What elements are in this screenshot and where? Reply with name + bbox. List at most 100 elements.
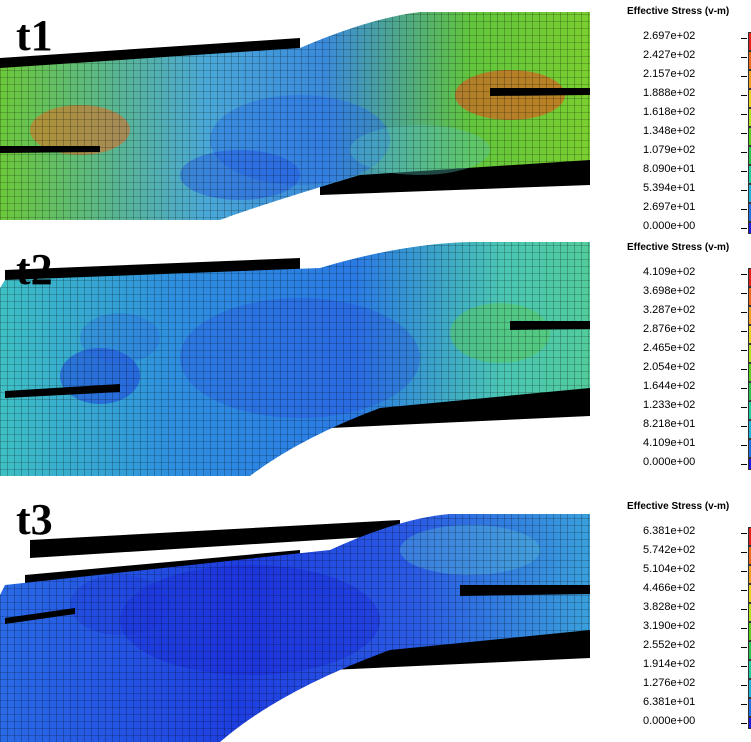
- legend-swatch: [748, 344, 751, 363]
- legend-value: 1.276e+02: [643, 673, 695, 692]
- mesh-grid: [0, 12, 590, 220]
- legend-tick: [741, 38, 747, 39]
- legend-tick: [741, 171, 747, 172]
- legend-swatch: [748, 420, 751, 439]
- legend-value: 2.054e+02: [643, 357, 695, 376]
- fem-mesh-t1: [0, 12, 590, 220]
- legend-value: 1.914e+02: [643, 654, 695, 673]
- legend-value-text: 6.381e+01: [643, 696, 696, 708]
- legend-value: 1.888e+02: [643, 83, 695, 102]
- legend-value-text: 5.104e+02: [643, 563, 696, 575]
- legend-swatch: [748, 527, 751, 546]
- legend-value-text: 2.054e+02: [643, 361, 696, 373]
- legend-value-text: 2.697e+02: [643, 30, 696, 42]
- legend-value-text: 4.109e+02: [643, 266, 696, 278]
- legend-value-text: 8.218e+01: [643, 418, 696, 430]
- legend-swatch: [748, 146, 751, 165]
- legend-tick: [741, 76, 747, 77]
- legend-value: 6.381e+01: [643, 692, 695, 711]
- legend-value: 1.348e+02: [643, 121, 695, 140]
- legend-value: 3.698e+02: [643, 281, 695, 300]
- legend-value: 2.876e+02: [643, 319, 695, 338]
- legend-title-t3: Effective Stress (v-m): [627, 501, 730, 512]
- legend-swatch: [748, 439, 751, 458]
- legend-swatch: [748, 127, 751, 146]
- legend-swatch: [748, 565, 751, 584]
- crack: [0, 146, 100, 153]
- legend-value: 0.000e+00: [643, 216, 695, 235]
- legend-swatch: [748, 622, 751, 641]
- legend-value-text: 2.697e+01: [643, 201, 696, 213]
- legend-value: 2.427e+02: [643, 45, 695, 64]
- legend-value-text: 5.394e+01: [643, 182, 696, 194]
- legend-tick: [741, 590, 747, 591]
- legend-value-text: 2.157e+02: [643, 68, 696, 80]
- legend-tick: [741, 133, 747, 134]
- legend-swatch: [748, 660, 751, 679]
- legend-value: 0.000e+00: [643, 711, 695, 730]
- legend-tick: [741, 723, 747, 724]
- legend-tick: [741, 274, 747, 275]
- legend-value-text: 2.876e+02: [643, 323, 696, 335]
- legend-tick: [741, 533, 747, 534]
- crack: [460, 585, 590, 596]
- plate-edge: [30, 520, 400, 558]
- legend-value: 6.381e+02: [643, 521, 695, 540]
- legend-tick: [741, 190, 747, 191]
- legend-tick: [741, 388, 747, 389]
- legend-value: 4.466e+02: [643, 578, 695, 597]
- legend-title-t2: Effective Stress (v-m): [627, 242, 730, 253]
- legend-tick: [741, 609, 747, 610]
- legend-value: 1.233e+02: [643, 395, 695, 414]
- legend-swatch: [748, 458, 751, 470]
- legend-value-text: 2.465e+02: [643, 342, 696, 354]
- legend-value: 3.190e+02: [643, 616, 695, 635]
- legend-swatch: [748, 165, 751, 184]
- legend-value: 0.000e+00: [643, 452, 695, 471]
- mesh-grid: [0, 242, 590, 476]
- legend-tick: [741, 552, 747, 553]
- legend-value-text: 8.090e+01: [643, 163, 696, 175]
- legend-value: 5.104e+02: [643, 559, 695, 578]
- legend-swatch: [748, 363, 751, 382]
- legend-swatch: [748, 382, 751, 401]
- legend-tick: [741, 647, 747, 648]
- legend-tick: [741, 114, 747, 115]
- legend-swatch: [748, 203, 751, 222]
- legend-value-text: 3.190e+02: [643, 620, 696, 632]
- legend-value-text: 1.644e+02: [643, 380, 696, 392]
- legend-value: 1.644e+02: [643, 376, 695, 395]
- mesh-grid: [0, 514, 590, 742]
- panel-label-t2: t2: [16, 245, 53, 294]
- legend-value-text: 5.742e+02: [643, 544, 696, 556]
- legend-swatch: [748, 32, 751, 51]
- legend-value-text: 4.466e+02: [643, 582, 696, 594]
- legend-swatch: [748, 51, 751, 70]
- crack: [510, 321, 590, 330]
- legend-swatch: [748, 546, 751, 565]
- legend-value-text: 4.109e+01: [643, 437, 696, 449]
- legend-value: 2.697e+01: [643, 197, 695, 216]
- crack: [5, 384, 120, 398]
- legend-value: 2.697e+02: [643, 26, 695, 45]
- legend-tick: [741, 704, 747, 705]
- legend-tick: [741, 369, 747, 370]
- legend-swatch: [748, 89, 751, 108]
- legend-tick: [741, 628, 747, 629]
- legend-swatch: [748, 584, 751, 603]
- legend-swatch: [748, 325, 751, 344]
- legend-swatch: [748, 184, 751, 203]
- legend-value: 4.109e+02: [643, 262, 695, 281]
- legend-swatch: [748, 287, 751, 306]
- legend-value: 2.465e+02: [643, 338, 695, 357]
- legend-tick: [741, 407, 747, 408]
- legend-tick: [741, 426, 747, 427]
- legend-tick: [741, 464, 747, 465]
- legend-tick: [741, 350, 747, 351]
- legend-swatch: [748, 108, 751, 127]
- legend-tick: [741, 209, 747, 210]
- panel-label-t1: t1: [16, 11, 53, 60]
- fem-mesh-t2: [0, 242, 590, 476]
- legend-swatch: [748, 306, 751, 325]
- legend-swatch: [748, 222, 751, 234]
